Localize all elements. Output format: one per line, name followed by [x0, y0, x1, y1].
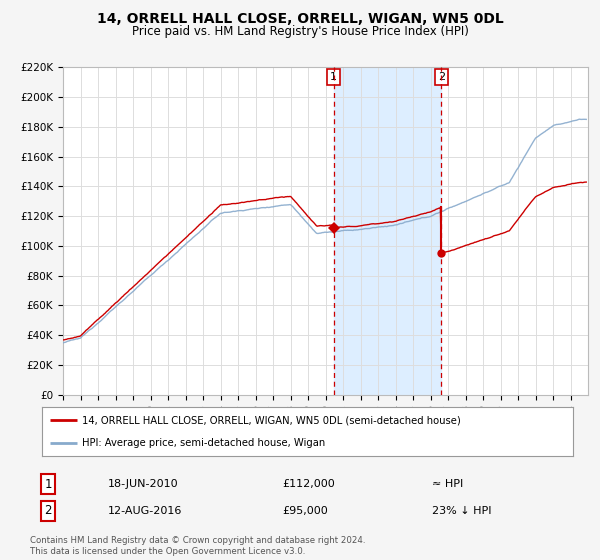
- Text: ≈ HPI: ≈ HPI: [432, 479, 463, 489]
- Text: 2: 2: [438, 72, 445, 82]
- Text: 18-JUN-2010: 18-JUN-2010: [108, 479, 179, 489]
- Text: HPI: Average price, semi-detached house, Wigan: HPI: Average price, semi-detached house,…: [82, 438, 325, 448]
- Text: Contains HM Land Registry data © Crown copyright and database right 2024.
This d: Contains HM Land Registry data © Crown c…: [30, 536, 365, 556]
- Bar: [334, 67, 442, 395]
- Text: 1: 1: [330, 72, 337, 82]
- Text: 2: 2: [44, 504, 52, 517]
- Text: Price paid vs. HM Land Registry's House Price Index (HPI): Price paid vs. HM Land Registry's House …: [131, 25, 469, 38]
- Text: 1: 1: [44, 478, 52, 491]
- Text: 14, ORRELL HALL CLOSE, ORRELL, WIGAN, WN5 0DL: 14, ORRELL HALL CLOSE, ORRELL, WIGAN, WN…: [97, 12, 503, 26]
- Text: 12-AUG-2016: 12-AUG-2016: [108, 506, 182, 516]
- Text: £95,000: £95,000: [282, 506, 328, 516]
- Text: 23% ↓ HPI: 23% ↓ HPI: [432, 506, 491, 516]
- Text: £112,000: £112,000: [282, 479, 335, 489]
- Text: 14, ORRELL HALL CLOSE, ORRELL, WIGAN, WN5 0DL (semi-detached house): 14, ORRELL HALL CLOSE, ORRELL, WIGAN, WN…: [82, 416, 461, 426]
